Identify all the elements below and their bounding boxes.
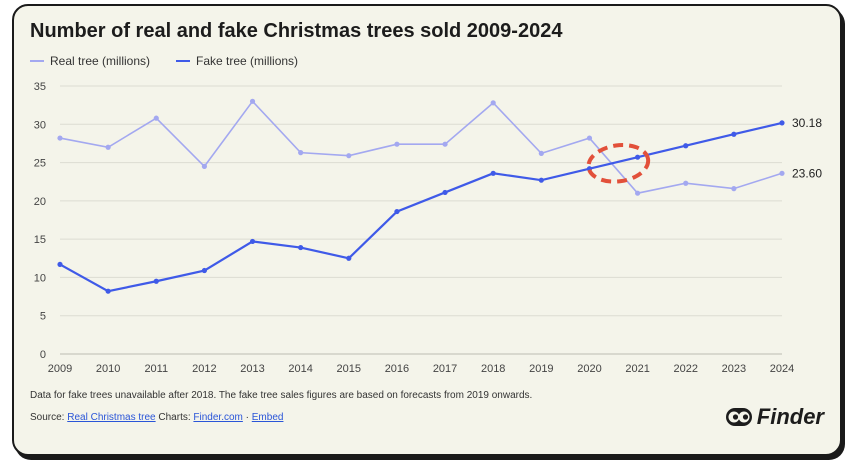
- x-tick-label: 2013: [240, 363, 264, 375]
- data-point-fake: [346, 255, 352, 261]
- x-tick-label: 2011: [144, 363, 168, 375]
- charts-prefix: Charts:: [155, 412, 194, 423]
- data-point-real: [635, 190, 641, 196]
- data-point-fake: [298, 244, 304, 251]
- y-tick-label: 15: [34, 234, 46, 246]
- legend-swatch-real: [30, 60, 44, 62]
- data-point-fake: [153, 278, 159, 284]
- annotation-ellipse: [586, 143, 651, 184]
- x-tick-label: 2018: [481, 363, 505, 375]
- series-line-real: [59, 100, 783, 195]
- data-point-fake: [394, 208, 400, 215]
- eyes-icon: [725, 408, 752, 426]
- data-point-real: [442, 141, 448, 147]
- y-tick-label: 0: [40, 349, 46, 361]
- data-point-real: [153, 115, 159, 121]
- end-value-label-fake: 30.18: [792, 116, 822, 130]
- x-tick-label: 2019: [529, 363, 553, 375]
- data-point-real: [346, 153, 352, 159]
- data-point-fake: [731, 131, 737, 137]
- x-tick-label: 2016: [385, 363, 409, 375]
- legend-label-real: Real tree (millions): [50, 54, 151, 68]
- line-chart: 0 5 10 15 20 25 30 35 2009 2010 2011 2012 2013 2014 20…: [34, 81, 823, 375]
- chart-title: Number of real and fake Christmas trees …: [30, 20, 563, 42]
- x-tick-label: 2020: [577, 363, 601, 375]
- data-point-fake: [538, 177, 544, 183]
- data-point-real: [586, 135, 593, 141]
- y-tick-label: 10: [34, 272, 46, 284]
- x-tick-label: 2024: [770, 363, 794, 375]
- x-tick-label: 2009: [48, 363, 72, 375]
- source-line: Source: Real Christmas tree Charts: Find…: [30, 412, 283, 423]
- x-tick-label: 2023: [722, 363, 746, 375]
- legend-swatch-fake: [176, 60, 191, 62]
- y-tick-label: 35: [34, 81, 46, 93]
- embed-link[interactable]: Embed: [251, 412, 284, 423]
- data-point-real: [683, 180, 689, 186]
- x-tick-label: 2010: [96, 363, 120, 375]
- data-point-real: [490, 100, 496, 106]
- data-point-fake: [779, 120, 785, 126]
- data-point-fake: [105, 288, 111, 294]
- y-tick-label: 30: [34, 119, 46, 131]
- charts-link[interactable]: Finder.com: [193, 412, 243, 423]
- footnote: Data for fake trees unavailable after 20…: [30, 390, 533, 401]
- finder-logo: Finder: [725, 404, 824, 430]
- data-point-real: [779, 170, 785, 176]
- data-point-fake: [442, 189, 448, 196]
- data-point-fake: [635, 154, 641, 160]
- source-link[interactable]: Real Christmas tree: [67, 412, 156, 423]
- x-tick-label: 2021: [625, 363, 649, 375]
- x-tick-label: 2017: [433, 363, 457, 375]
- brand-name: Finder: [756, 404, 824, 429]
- x-tick-label: 2022: [673, 363, 697, 375]
- y-tick-label: 25: [34, 158, 46, 170]
- series-line-fake: [59, 121, 783, 293]
- y-tick-label: 5: [40, 311, 46, 323]
- data-point-real: [105, 144, 111, 150]
- x-tick-label: 2015: [337, 363, 361, 375]
- data-point-fake: [249, 238, 256, 245]
- x-tick-label: 2012: [192, 363, 216, 375]
- x-tick-label: 2014: [288, 363, 312, 375]
- data-point-real: [298, 150, 304, 156]
- data-point-fake: [490, 170, 496, 176]
- source-prefix: Source:: [30, 412, 68, 423]
- data-point-real: [538, 150, 544, 156]
- legend-item-fake: Fake tree (millions): [176, 54, 298, 68]
- data-point-real: [249, 98, 256, 104]
- legend: Real tree (millions) Fake tree (millions…: [30, 54, 298, 68]
- data-point-real: [731, 186, 737, 192]
- end-value-label-real: 23.60: [792, 166, 822, 180]
- data-point-real: [201, 163, 207, 169]
- data-point-real: [394, 141, 400, 147]
- y-tick-label: 20: [34, 196, 46, 208]
- separator: ·: [242, 412, 252, 423]
- chart-card: Number of real and fake Christmas trees …: [12, 4, 842, 456]
- data-point-real: [57, 135, 63, 141]
- data-point-fake: [201, 267, 207, 274]
- data-point-fake: [57, 261, 63, 268]
- legend-label-fake: Fake tree (millions): [196, 54, 299, 68]
- data-point-fake: [683, 143, 689, 149]
- legend-item-real: Real tree (millions): [30, 54, 150, 68]
